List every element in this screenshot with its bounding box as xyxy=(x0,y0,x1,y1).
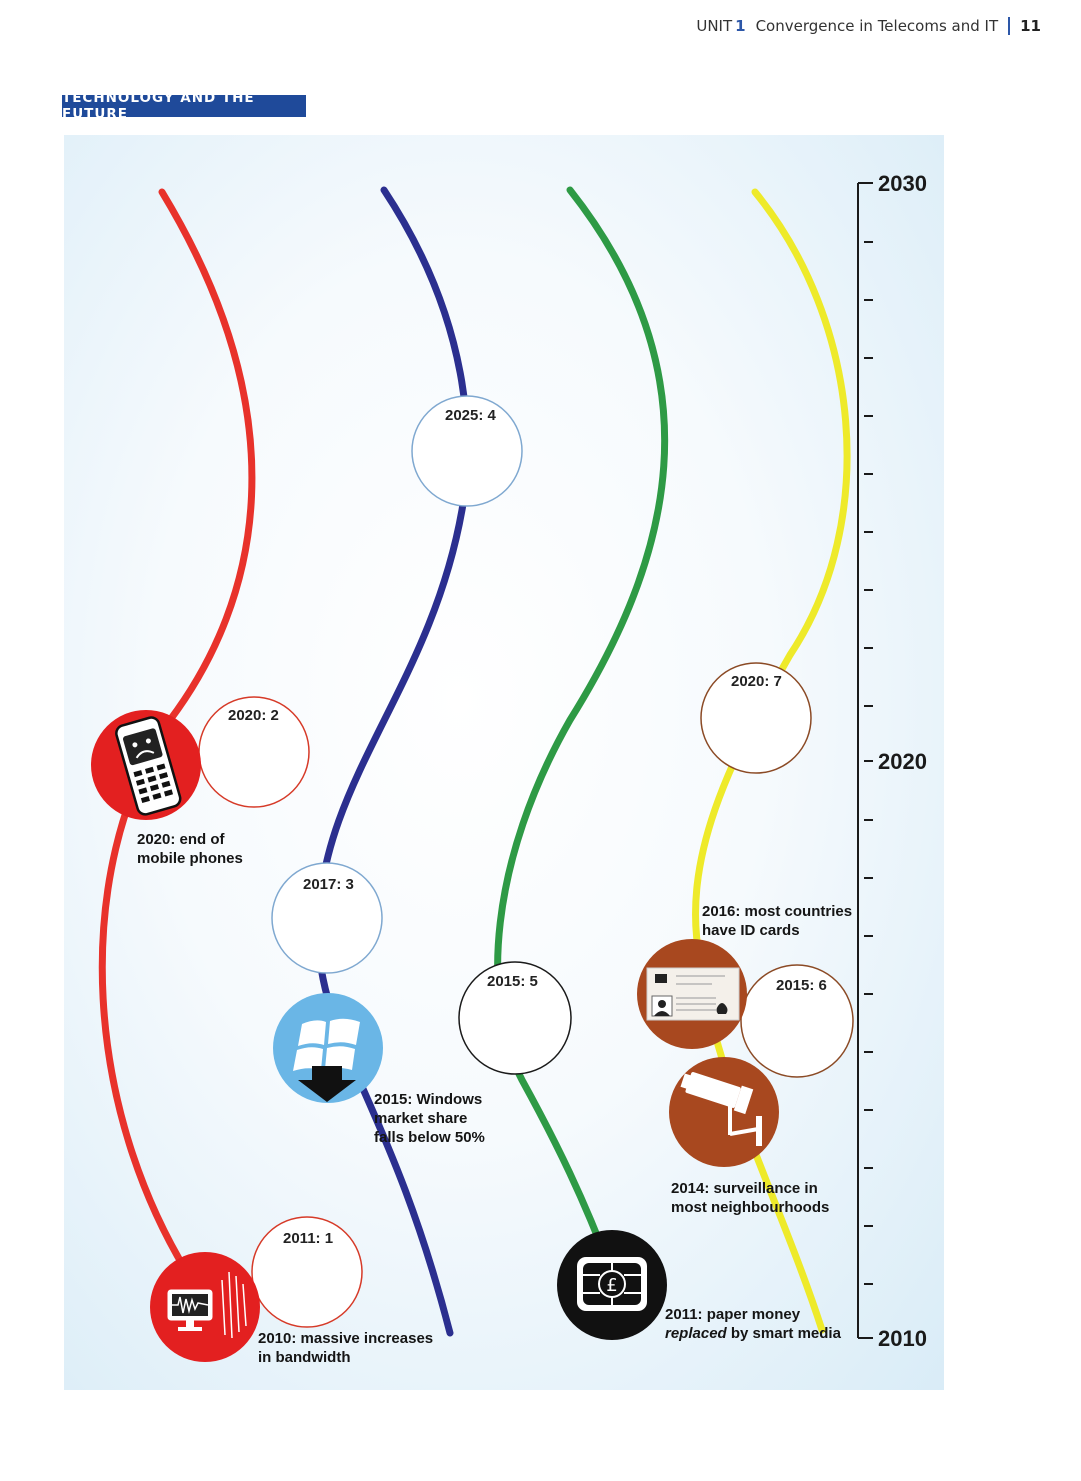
monitor-waveform-icon xyxy=(150,1252,260,1362)
id-card-icon xyxy=(637,939,747,1049)
caption-id-cards: 2016: most countries have ID cards xyxy=(702,903,853,939)
header-divider xyxy=(1008,17,1011,35)
gap-label-2: 2020: 2 xyxy=(228,707,279,724)
unit-label: UNIT 1 xyxy=(696,17,746,35)
gap-circle-1 xyxy=(251,1216,363,1328)
gap-label-3: 2017: 3 xyxy=(303,876,354,893)
gap-label-6: 2015: 6 xyxy=(776,977,827,994)
gap-circle-4 xyxy=(411,395,523,507)
unit-title: Convergence in Telecoms and IT xyxy=(755,17,999,35)
gap-label-1: 2011: 1 xyxy=(283,1230,334,1247)
page-header: UNIT 1 Convergence in Telecoms and IT 11 xyxy=(696,14,1041,38)
green-timeline-line xyxy=(494,186,669,1286)
page-number: 11 xyxy=(1020,17,1041,35)
caption-windows-share: 2015: Windows market share falls below 5… xyxy=(374,1091,485,1146)
caption-bandwidth: 2010: massive increases in bandwidth xyxy=(258,1330,434,1366)
chip-card-pound-icon: £ xyxy=(557,1230,667,1340)
caption-paper-money: 2011: paper money replaced by smart medi… xyxy=(665,1306,841,1342)
unit-number: 1 xyxy=(735,17,746,35)
caption-surveillance: 2014: surveillance in most neighbourhood… xyxy=(671,1180,830,1216)
caption-mobile-phones: 2020: end of mobile phones xyxy=(137,831,243,867)
gap-circle-5 xyxy=(458,961,572,1075)
scale-label-2010: 2010 xyxy=(878,1326,927,1351)
cctv-camera-icon xyxy=(669,1057,779,1167)
gap-circle-7 xyxy=(700,662,812,774)
scale-label-2030: 2030 xyxy=(878,171,927,196)
broken-mobile-phone-icon xyxy=(91,710,201,820)
gap-label-5: 2015: 5 xyxy=(487,973,538,990)
blue-timeline-line xyxy=(314,186,471,1337)
gap-label-4: 2025: 4 xyxy=(445,407,496,424)
gap-circle-6 xyxy=(740,964,854,1078)
scale-label-2020: 2020 xyxy=(878,749,927,774)
year-scale xyxy=(857,182,873,1339)
gap-circle-3 xyxy=(271,862,383,974)
windows-logo-down-arrow-icon xyxy=(273,993,383,1103)
gap-label-7: 2020: 7 xyxy=(731,673,782,690)
svg-text:£: £ xyxy=(606,1275,617,1296)
